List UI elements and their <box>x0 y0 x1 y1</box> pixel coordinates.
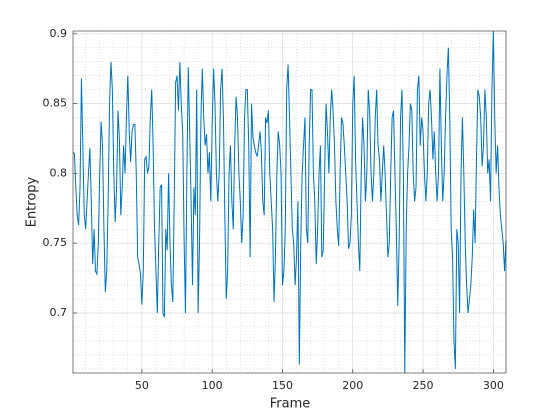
y-tick-label: 0.8 <box>50 166 68 179</box>
y-tick-label: 0.7 <box>50 306 68 319</box>
data-line <box>72 30 507 374</box>
x-tick-label: 50 <box>135 379 149 392</box>
x-tick-label: 200 <box>342 379 363 392</box>
x-tick-label: 300 <box>483 379 504 392</box>
x-tick-label: 250 <box>413 379 434 392</box>
y-tick-label: 0.9 <box>50 27 68 40</box>
y-tick-label: 0.85 <box>43 97 68 110</box>
x-tick-label: 150 <box>272 379 293 392</box>
plot-frame <box>72 30 507 374</box>
x-tick-label: 100 <box>202 379 223 392</box>
y-axis-label: Entropy <box>25 176 40 227</box>
y-tick-label: 0.75 <box>43 236 68 249</box>
x-axis-label: Frame <box>270 397 311 412</box>
